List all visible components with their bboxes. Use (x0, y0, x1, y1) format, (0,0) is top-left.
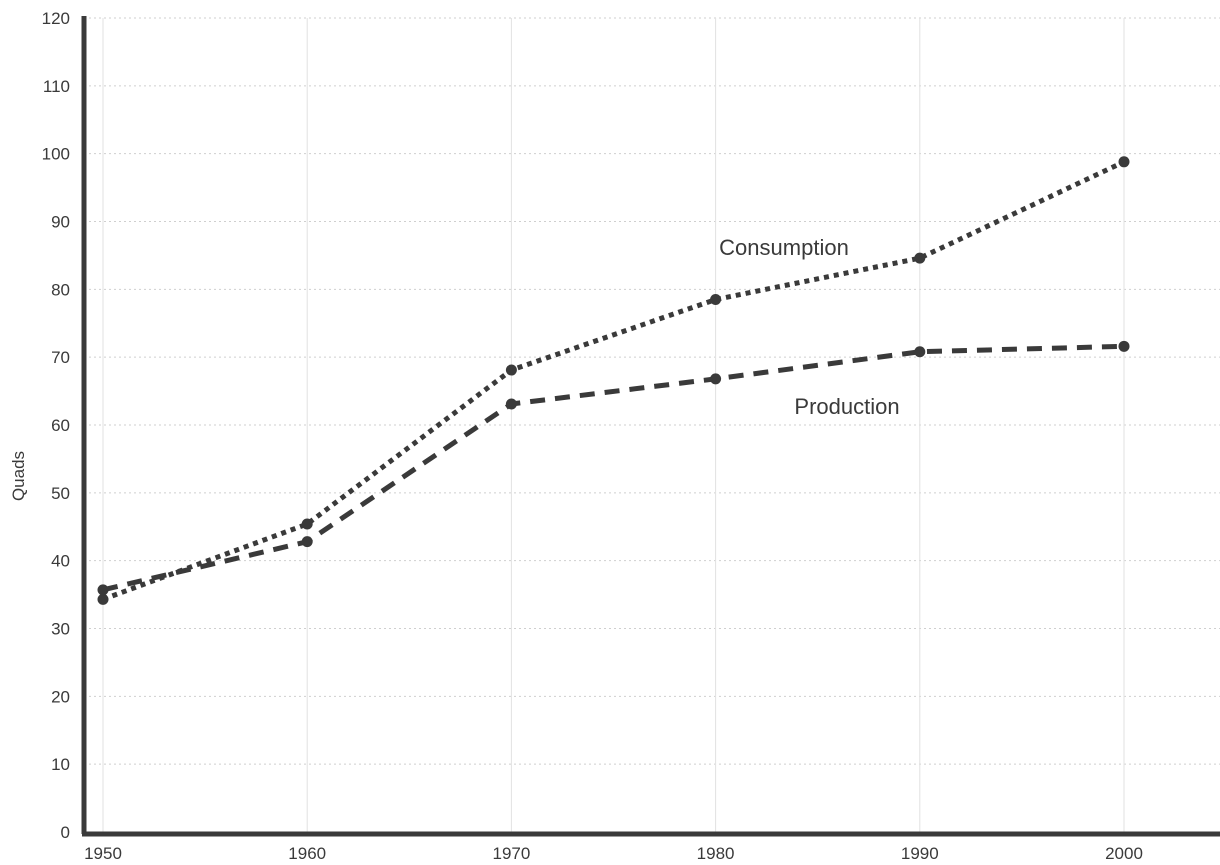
y-tick-label: 0 (61, 823, 70, 842)
x-tick-label: 2000 (1105, 844, 1143, 863)
consumption-point (710, 294, 722, 306)
x-tick-label: 1960 (288, 844, 326, 863)
consumption-point (1118, 156, 1130, 168)
consumption-point (505, 364, 517, 376)
consumption-point (301, 518, 313, 530)
x-tick-label: 1980 (697, 844, 735, 863)
y-tick-label: 30 (51, 620, 70, 639)
y-tick-label: 60 (51, 416, 70, 435)
x-tick-label: 1950 (84, 844, 122, 863)
y-tick-label: 110 (43, 77, 70, 96)
production-point (710, 373, 722, 385)
y-tick-label: 70 (51, 348, 70, 367)
grid-lines (84, 17, 1220, 832)
y-tick-label: 10 (51, 755, 70, 774)
production-point (1118, 340, 1130, 352)
data-points (97, 156, 1130, 605)
y-tick-label: 50 (51, 484, 70, 503)
consumption-point (914, 252, 926, 264)
production-point (914, 346, 926, 358)
y-tick-label: 100 (42, 145, 70, 164)
y-tick-label: 20 (51, 687, 70, 706)
y-tick-label: 40 (51, 552, 70, 571)
production-point (97, 584, 109, 596)
production-point (301, 536, 313, 548)
production-point (505, 398, 517, 410)
y-tick-label: 120 (42, 9, 70, 28)
production-label: Production (794, 394, 899, 419)
y-axis-title: Quads (9, 451, 28, 501)
consumption-point (97, 593, 109, 605)
axes (81, 16, 1220, 837)
consumption-line (102, 159, 1126, 602)
y-tick-label: 80 (51, 280, 70, 299)
series-labels: Consumption Production (719, 235, 899, 419)
series-lines (102, 159, 1126, 602)
production-line (102, 343, 1125, 593)
y-tick-label: 90 (51, 213, 70, 232)
x-tick-label: 1970 (492, 844, 530, 863)
tick-labels: 0 10 20 30 40 50 60 70 80 90 100 110 120 1950 1960 1970… (42, 9, 1143, 863)
x-tick-label: 1990 (901, 844, 939, 863)
consumption-label: Consumption (719, 235, 849, 260)
